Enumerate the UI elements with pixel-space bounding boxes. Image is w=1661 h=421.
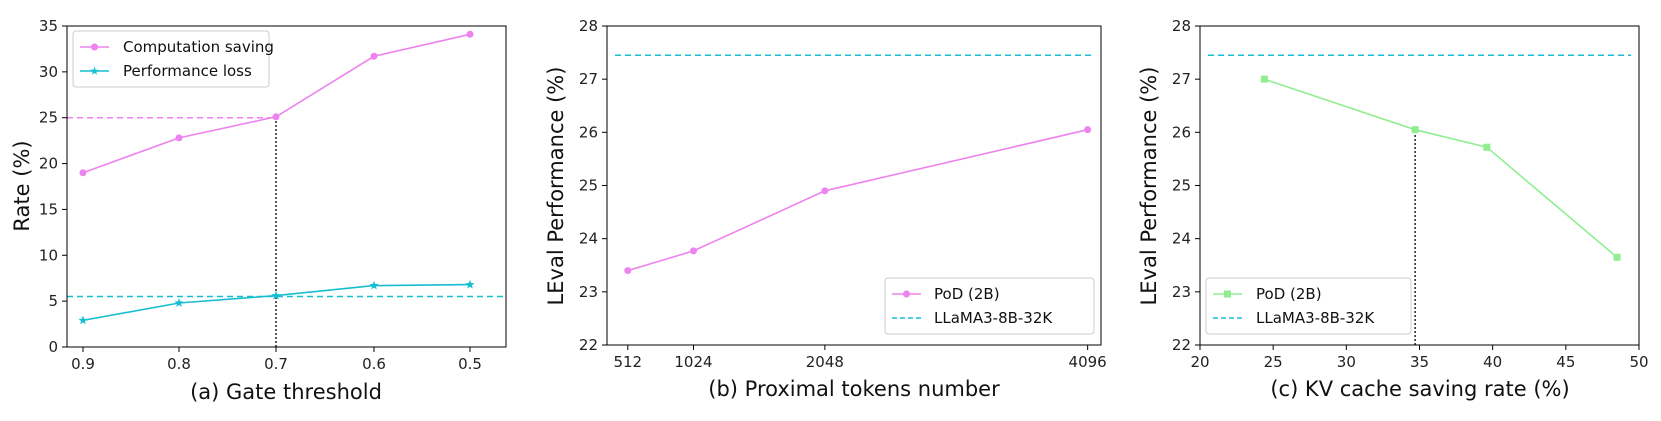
data-point-computation-saving-4 xyxy=(466,30,474,38)
legend: PoD (2B) LLaMA3-8B-32K xyxy=(1205,277,1412,335)
y-axis-label: LEval Performance (%) xyxy=(544,67,568,306)
data-point-computation-saving-1 xyxy=(175,134,183,142)
panel-c-kv-cache-saving: 22 23 24 25 26 27 28 20 25 30 35 40 45 50 (c) KV cach… xyxy=(1137,17,1649,401)
x-tick-label-1024: 1024 xyxy=(674,353,712,371)
data-point-pod-2b-1 xyxy=(1411,126,1419,134)
legend-performance-loss: Performance loss xyxy=(123,62,252,80)
y-tick-label-27: 27 xyxy=(579,70,598,88)
x-tick-label-20: 20 xyxy=(1190,353,1209,371)
y-tick-label-0: 0 xyxy=(48,338,58,356)
y-tick-label-26: 26 xyxy=(1172,123,1191,141)
y-tick-label-24: 24 xyxy=(579,230,598,248)
panel-a-gate-threshold: 0 5 10 15 20 25 30 35 0.9 0.8 0.7 0.6 0.5 (a) Gate t… xyxy=(10,17,507,404)
data-point-pod-2b-2 xyxy=(821,187,829,195)
y-tick-label-20: 20 xyxy=(39,155,58,173)
data-point-pod-2b-1 xyxy=(689,247,697,255)
data-point-computation-saving-3 xyxy=(370,52,378,60)
data-point-performance-loss-4 xyxy=(465,279,475,289)
panel-b-proximal-tokens: 22 23 24 25 26 27 28 512 1024 2048 4096 (b) Proxim… xyxy=(544,17,1107,401)
y-tick-label-27: 27 xyxy=(1172,70,1191,88)
legend: PoD (2B) LLaMA3-8B-32K xyxy=(884,277,1095,335)
data-point-pod-2b-3 xyxy=(1613,253,1621,261)
y-tick-label-10: 10 xyxy=(39,246,58,264)
y-tick-label-30: 30 xyxy=(39,63,58,81)
plot-frame xyxy=(66,25,507,348)
x-tick-label-30: 30 xyxy=(1337,353,1356,371)
y-tick-label-25: 25 xyxy=(1172,177,1191,195)
y-axis-label: Rate (%) xyxy=(10,140,34,231)
x-tick-label-4096: 4096 xyxy=(1069,353,1107,371)
y-tick-label-35: 35 xyxy=(39,17,58,35)
legend: Computation saving Performance loss xyxy=(72,30,274,88)
x-axis-label: (c) KV cache saving rate (%) xyxy=(1270,377,1569,401)
data-point-performance-loss-2 xyxy=(271,290,281,300)
data-point-computation-saving-2 xyxy=(272,113,280,121)
data-point-pod-2b-0 xyxy=(624,267,632,275)
x-tick-label-2048: 2048 xyxy=(806,353,844,371)
x-tick-label-0-5: 0.5 xyxy=(458,355,482,373)
x-tick-label-512: 512 xyxy=(613,353,642,371)
x-tick-label-0-7: 0.7 xyxy=(264,355,288,373)
data-point-performance-loss-1 xyxy=(174,298,184,307)
data-point-computation-saving-0 xyxy=(79,169,87,177)
y-tick-label-22: 22 xyxy=(579,336,598,354)
y-tick-label-24: 24 xyxy=(1172,230,1191,248)
data-point-performance-loss-3 xyxy=(369,280,379,290)
legend-pod-2b: PoD (2B) xyxy=(934,285,1000,303)
y-tick-label-28: 28 xyxy=(579,17,598,35)
legend-pod-2b: PoD (2B) xyxy=(1256,285,1322,303)
x-tick-label-45: 45 xyxy=(1556,353,1575,371)
x-tick-label-50: 50 xyxy=(1629,353,1648,371)
y-tick-label-26: 26 xyxy=(579,123,598,141)
y-axis-label: LEval Performance (%) xyxy=(1137,67,1161,306)
series-line-pod-2b xyxy=(1264,78,1618,258)
x-tick-label-0-9: 0.9 xyxy=(71,355,95,373)
x-tick-label-35: 35 xyxy=(1410,353,1429,371)
data-point-pod-2b-3 xyxy=(1084,126,1092,134)
y-tick-label-23: 23 xyxy=(579,283,598,301)
y-tick-label-5: 5 xyxy=(48,292,58,310)
legend-llama3-8b-32k: LLaMA3-8B-32K xyxy=(1256,309,1375,327)
data-point-pod-2b-2 xyxy=(1483,143,1491,151)
legend-computation-saving: Computation saving xyxy=(123,38,274,56)
y-tick-label-25: 25 xyxy=(39,109,58,127)
x-axis-label: (a) Gate threshold xyxy=(190,380,382,404)
x-tick-label-0-6: 0.6 xyxy=(362,355,386,373)
x-tick-label-25: 25 xyxy=(1264,353,1283,371)
data-point-performance-loss-0 xyxy=(78,315,88,325)
x-axis-label: (b) Proximal tokens number xyxy=(708,377,1000,401)
x-tick-label-40: 40 xyxy=(1483,353,1502,371)
y-tick-label-28: 28 xyxy=(1172,17,1191,35)
y-tick-label-23: 23 xyxy=(1172,283,1191,301)
y-tick-label-15: 15 xyxy=(39,200,58,218)
y-tick-label-25: 25 xyxy=(579,177,598,195)
series-line-pod-2b xyxy=(627,128,1088,272)
y-tick-label-22: 22 xyxy=(1172,336,1191,354)
data-point-pod-2b-0 xyxy=(1260,75,1268,83)
x-tick-label-0-8: 0.8 xyxy=(167,355,191,373)
legend-llama3-8b-32k: LLaMA3-8B-32K xyxy=(934,309,1053,327)
